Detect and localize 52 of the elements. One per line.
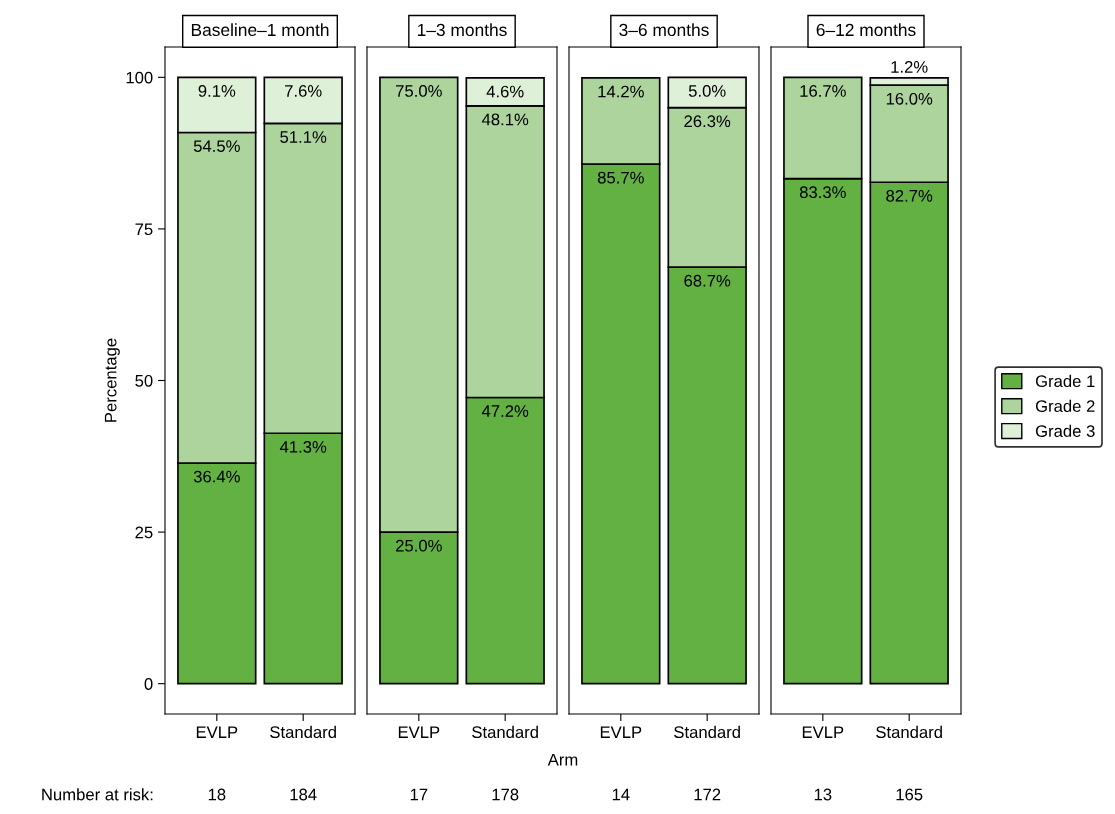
- text: 178: [492, 788, 519, 801]
- y-tick-label: 0: [144, 678, 153, 690]
- text: 13: [814, 788, 832, 801]
- x-tick-label: Standard: [674, 725, 740, 739]
- text: 17: [410, 788, 428, 801]
- data-label: 48.1%: [481, 113, 529, 126]
- data-label: 68.7%: [684, 274, 731, 287]
- text: 184: [290, 788, 317, 801]
- data-label: 25.0%: [396, 539, 442, 552]
- x-axis-title: Arm: [547, 753, 578, 766]
- data-label: 82.7%: [886, 189, 933, 202]
- text: 18: [208, 788, 226, 801]
- text: 172: [694, 788, 721, 801]
- data-label: 75.0%: [396, 85, 442, 97]
- x-tick-label: Standard: [270, 725, 336, 739]
- legend-label: Grade 3: [1035, 424, 1095, 437]
- data-label: 16.0%: [886, 92, 933, 105]
- data-label: 54.5%: [193, 140, 240, 153]
- data-label: 26.3%: [684, 115, 731, 128]
- y-axis-title: Percentage: [104, 338, 120, 422]
- x-tick-label: Standard: [472, 725, 538, 739]
- data-label: 1.2%: [891, 61, 928, 73]
- x-tick-label: EVLP: [196, 726, 238, 738]
- data-label: 9.1%: [198, 85, 236, 97]
- data-label: 16.7%: [800, 85, 846, 97]
- y-tick-label: 25: [135, 526, 153, 539]
- x-tick-label: EVLP: [600, 726, 642, 738]
- x-tick-label: EVLP: [802, 726, 844, 738]
- data-label: 36.4%: [193, 470, 240, 483]
- x-tick-label: Standard: [876, 725, 942, 739]
- data-label: 51.1%: [280, 131, 327, 143]
- data-label: 14.2%: [598, 85, 644, 98]
- chart-title: 3–6 months: [619, 23, 709, 37]
- data-label: 7.6%: [285, 85, 322, 97]
- text: 14: [612, 788, 630, 801]
- data-label: 83.3%: [799, 186, 846, 199]
- text: Number at risk:: [42, 788, 153, 801]
- data-label: 47.2%: [481, 405, 529, 417]
- y-tick-label: 50: [135, 374, 153, 387]
- data-label: 85.7%: [597, 171, 644, 184]
- text: 165: [896, 788, 923, 801]
- x-tick-label: EVLP: [398, 726, 440, 738]
- legend-label: Grade 1: [1035, 374, 1095, 388]
- legend-label: Grade 2: [1035, 399, 1095, 413]
- data-label: 4.6%: [486, 85, 524, 98]
- chart-title: 1–3 months: [417, 23, 507, 37]
- data-label: 5.0%: [688, 85, 726, 97]
- chart-title: 6–12 months: [816, 23, 916, 37]
- y-tick-label: 75: [135, 223, 153, 236]
- data-label: 41.3%: [279, 440, 327, 453]
- chart-title: Baseline–1 month: [191, 23, 329, 37]
- y-tick-label: 100: [126, 71, 153, 84]
